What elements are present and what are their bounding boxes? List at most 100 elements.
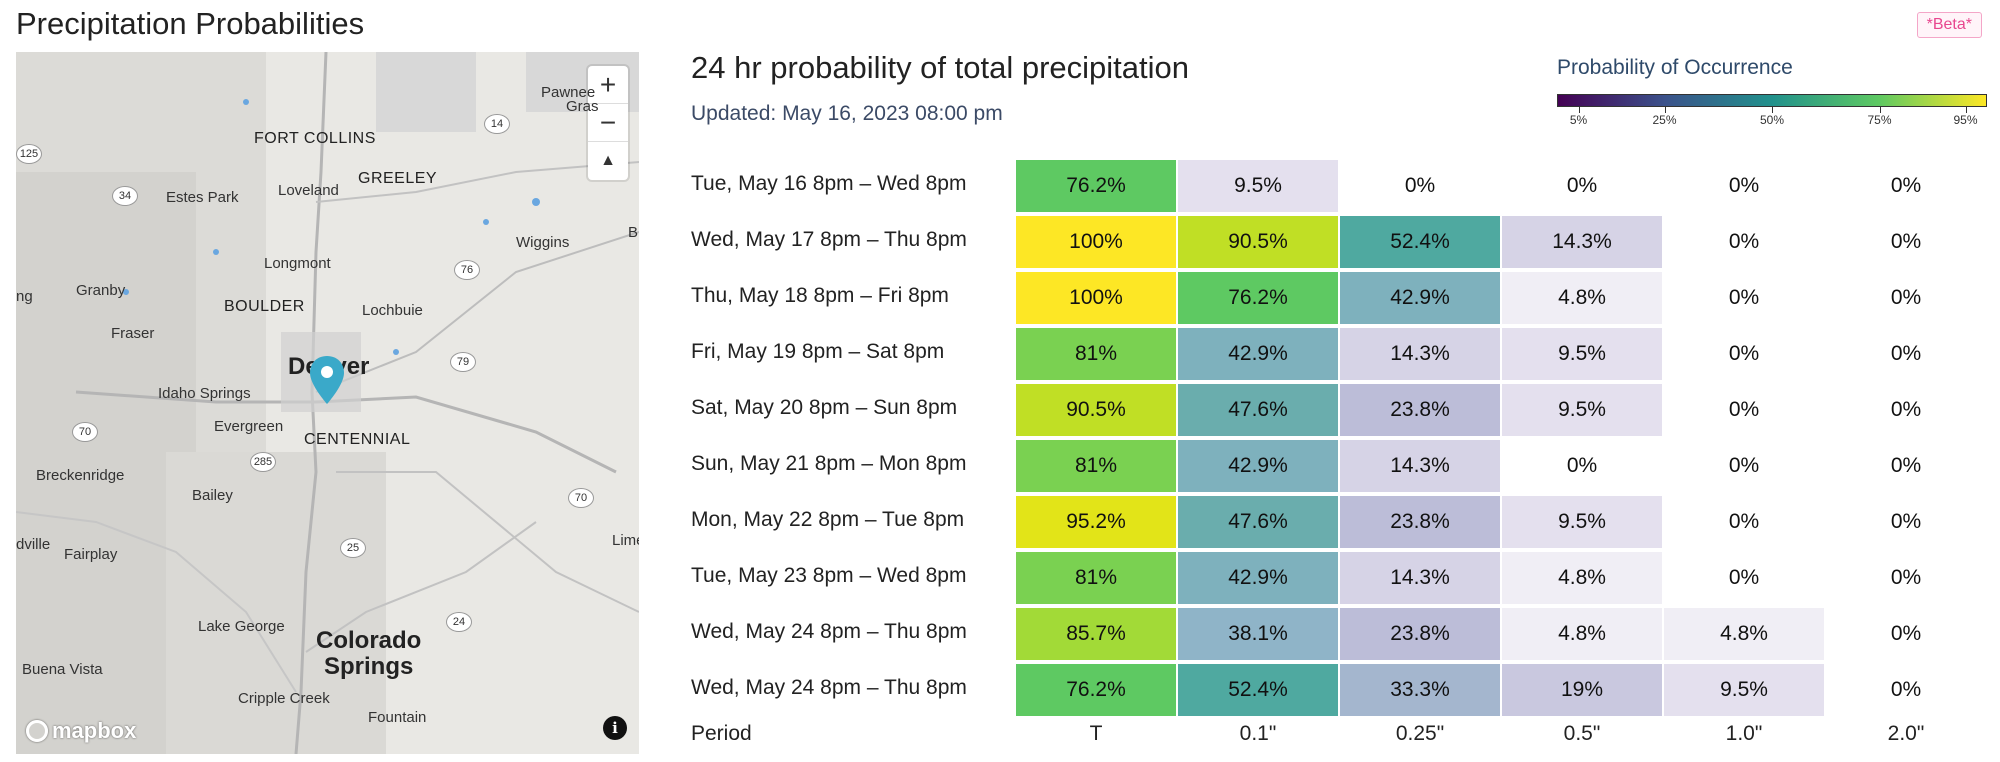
- compass-button[interactable]: ▲: [588, 142, 628, 180]
- probability-cell: 4.8%: [1502, 552, 1662, 604]
- probability-cell: 76.2%: [1016, 160, 1176, 212]
- probability-cell: 52.4%: [1178, 664, 1338, 716]
- probability-cell: 4.8%: [1502, 608, 1662, 660]
- route-shield-76: 76: [454, 260, 480, 280]
- map-label-bailey: Bailey: [192, 487, 233, 504]
- legend-tick: [1578, 107, 1580, 113]
- map-label-buena-vista: Buena Vista: [22, 661, 103, 678]
- period-label: Mon, May 22 8pm – Tue 8pm: [691, 508, 965, 531]
- threshold-label: 0.5": [1563, 722, 1601, 745]
- beta-badge: *Beta*: [1916, 12, 1982, 38]
- threshold-label: 0.25": [1395, 722, 1445, 745]
- probability-cell: 14.3%: [1340, 328, 1500, 380]
- route-shield-14: 14: [484, 114, 510, 134]
- threshold-label: 2.0": [1887, 722, 1925, 745]
- route-shield-125: 125: [16, 144, 42, 164]
- probability-cell: 100%: [1016, 272, 1176, 324]
- probability-cell: 0%: [1728, 174, 1760, 197]
- probability-cell: 14.3%: [1340, 440, 1500, 492]
- period-label: Sun, May 21 8pm – Mon 8pm: [691, 452, 967, 475]
- probability-cell: 0%: [1728, 230, 1760, 253]
- map-label-estes-park: Estes Park: [166, 189, 239, 206]
- route-shield-70-east: 70: [568, 488, 594, 508]
- probability-cell: 23.8%: [1340, 608, 1500, 660]
- route-shield-24: 24: [446, 612, 472, 632]
- map-label-greeley: GREELEY: [358, 170, 438, 187]
- probability-cell: 42.9%: [1178, 328, 1338, 380]
- map-label-ng: ng: [16, 288, 33, 305]
- probability-cell: 42.9%: [1340, 272, 1500, 324]
- chart-title: 24 hr probability of total precipitation: [691, 50, 1190, 85]
- zoom-out-button[interactable]: −: [588, 104, 628, 142]
- threshold-label: T: [1089, 722, 1103, 745]
- probability-cell: 81%: [1016, 440, 1176, 492]
- probability-cell: 52.4%: [1340, 216, 1500, 268]
- probability-cell: 0%: [1728, 454, 1760, 477]
- probability-cell: 81%: [1016, 552, 1176, 604]
- probability-cell: 9.5%: [1502, 384, 1662, 436]
- map-label-fraser: Fraser: [111, 325, 155, 342]
- probability-cell: 33.3%: [1340, 664, 1500, 716]
- probability-cell: 42.9%: [1178, 552, 1338, 604]
- probability-cell: 100%: [1016, 216, 1176, 268]
- page-title: Precipitation Probabilities: [16, 6, 365, 41]
- map-label-fort-collins: FORT COLLINS: [254, 130, 376, 147]
- map-label-granby: Granby: [76, 282, 126, 299]
- legend-tick-label: 95%: [1953, 113, 1978, 127]
- route-shield-25: 25: [340, 538, 366, 558]
- probability-cell: 0%: [1890, 678, 1922, 701]
- map-background: [16, 52, 639, 754]
- probability-cell: 9.5%: [1502, 496, 1662, 548]
- map-label-idaho-springs: Idaho Springs: [158, 385, 251, 402]
- map-label-fairplay: Fairplay: [64, 546, 118, 563]
- probability-cell: 0%: [1890, 230, 1922, 253]
- probability-cell: 0%: [1890, 566, 1922, 589]
- map[interactable]: + − ▲ FORT COLLINS GREELEY Loveland Este…: [16, 52, 639, 754]
- period-label: Wed, May 24 8pm – Thu 8pm: [691, 676, 967, 699]
- legend-tick: [1664, 107, 1666, 113]
- map-label-colorado-springs: Colorado Springs: [316, 627, 422, 680]
- period-label: Tue, May 16 8pm – Wed 8pm: [691, 172, 967, 195]
- map-label-pawnee: Pawnee: [541, 84, 596, 101]
- route-shield-285: 285: [250, 452, 276, 472]
- period-label: Thu, May 18 8pm – Fri 8pm: [691, 284, 949, 307]
- legend-tick-label: 25%: [1652, 113, 1677, 127]
- probability-cell: 0%: [1728, 398, 1760, 421]
- threshold-label: 1.0": [1725, 722, 1763, 745]
- probability-cell: 38.1%: [1178, 608, 1338, 660]
- probability-cell: 9.5%: [1664, 664, 1824, 716]
- legend-tick-label: 50%: [1759, 113, 1785, 127]
- map-label-centennial: CENTENNIAL: [304, 431, 411, 448]
- route-shield-34: 34: [112, 186, 138, 206]
- probability-cell: 19%: [1502, 664, 1662, 716]
- location-pin-icon[interactable]: [310, 356, 344, 404]
- probability-cell: 81%: [1016, 328, 1176, 380]
- mapbox-logo-text: mapbox: [52, 718, 137, 743]
- compass-icon: ▲: [600, 152, 616, 169]
- map-label-b: B: [628, 224, 639, 241]
- legend-tick-label: 75%: [1867, 113, 1892, 127]
- legend-tick: [1879, 107, 1881, 113]
- info-icon[interactable]: i: [603, 716, 627, 740]
- period-label: Wed, May 24 8pm – Thu 8pm: [691, 620, 967, 643]
- probability-cell: 0%: [1890, 510, 1922, 533]
- probability-cell: 0%: [1890, 342, 1922, 365]
- probability-cell: 90.5%: [1016, 384, 1176, 436]
- legend-tick: [1965, 107, 1967, 113]
- map-label-fountain: Fountain: [368, 709, 427, 726]
- probability-cell: 0%: [1566, 174, 1598, 197]
- probability-cell: 90.5%: [1178, 216, 1338, 268]
- probability-cell: 14.3%: [1340, 552, 1500, 604]
- probability-cell: 9.5%: [1502, 328, 1662, 380]
- probability-cell: 76.2%: [1016, 664, 1176, 716]
- mapbox-logo-icon: [26, 720, 48, 742]
- probability-cell: 23.8%: [1340, 384, 1500, 436]
- probability-cell: 4.8%: [1502, 272, 1662, 324]
- probability-cell: 0%: [1890, 398, 1922, 421]
- probability-cell: 47.6%: [1178, 496, 1338, 548]
- map-label-lake-george: Lake George: [198, 618, 285, 635]
- mapbox-logo[interactable]: mapbox: [26, 718, 136, 744]
- probability-cell: 9.5%: [1178, 160, 1338, 212]
- zoom-in-button[interactable]: +: [588, 66, 628, 104]
- probability-cell: 0%: [1890, 286, 1922, 309]
